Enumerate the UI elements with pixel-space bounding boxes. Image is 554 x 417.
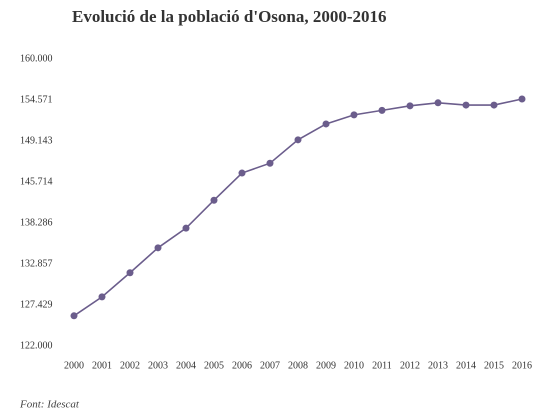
point: [350, 111, 358, 119]
point: [70, 312, 78, 320]
y-tick-label: 154.571: [20, 94, 53, 105]
x-tick-label: 2006: [232, 360, 252, 371]
x-tick-label: 2012: [400, 360, 420, 371]
x-tick-label: 2005: [204, 360, 224, 371]
point: [266, 159, 274, 167]
y-tick-label: 127.429: [20, 299, 53, 310]
point: [210, 196, 218, 204]
y-tick-label: 160.000: [20, 53, 53, 64]
point: [434, 99, 442, 107]
point: [126, 269, 134, 277]
x-tick-label: 2000: [64, 360, 84, 371]
point: [182, 224, 190, 232]
y-tick-label: 149.143: [20, 135, 53, 146]
y-tick-label: 122.000: [20, 340, 53, 351]
point: [406, 102, 414, 110]
y-tick-label: 145.714: [20, 176, 53, 187]
x-tick-label: 2009: [316, 360, 336, 371]
point: [462, 101, 470, 109]
x-tick-label: 2013: [428, 360, 448, 371]
x-tick-label: 2007: [260, 360, 280, 371]
point: [238, 169, 246, 177]
point: [378, 106, 386, 114]
x-tick-label: 2015: [484, 360, 504, 371]
point: [154, 244, 162, 252]
point: [518, 95, 526, 103]
source: Font: Idescat: [19, 399, 80, 411]
point: [294, 136, 302, 144]
point: [322, 120, 330, 128]
x-tick-label: 2002: [120, 360, 140, 371]
x-tick-label: 2016: [512, 360, 532, 371]
x-tick-label: 2001: [92, 360, 112, 371]
line: [73, 98, 523, 317]
x-tick-label: 2008: [288, 360, 308, 371]
y-tick-label: 138.286: [20, 217, 53, 228]
x-tick-label: 2010: [344, 360, 364, 371]
x-tick-label: 2003: [148, 360, 168, 371]
x-tick-label: 2011: [372, 360, 392, 371]
y-tick-label: 132.857: [20, 258, 53, 269]
point: [490, 101, 498, 109]
point: [98, 293, 106, 301]
x-tick-label: 2014: [456, 360, 476, 371]
chart-title: Evolució de la població d'Osona, 2000-20…: [72, 7, 387, 26]
x-tick-label: 2004: [176, 360, 196, 371]
